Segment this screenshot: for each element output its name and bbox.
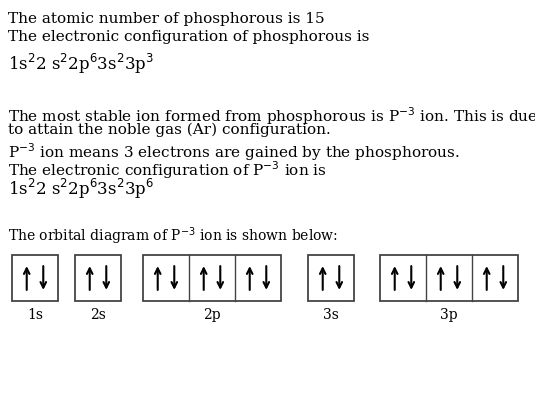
Text: 3p: 3p <box>440 308 458 322</box>
Text: The orbital diagram of P$^{-3}$ ion is shown below:: The orbital diagram of P$^{-3}$ ion is s… <box>8 225 338 247</box>
Text: 1s: 1s <box>27 308 43 322</box>
Text: The most stable ion formed from phosphorous is P$^{-3}$ ion. This is due to: The most stable ion formed from phosphor… <box>8 105 535 127</box>
Bar <box>143 255 281 301</box>
Text: P$^{-3}$ ion means 3 electrons are gained by the phosphorous.: P$^{-3}$ ion means 3 electrons are gaine… <box>8 141 460 163</box>
Text: The electronic configuration of phosphorous is: The electronic configuration of phosphor… <box>8 30 369 44</box>
Text: to attain the noble gas (Ar) configuration.: to attain the noble gas (Ar) configurati… <box>8 123 331 138</box>
Bar <box>308 255 354 301</box>
Text: 1s$^{2}$2 s$^{2}$2p$^{6}$3s$^{2}$3p$^{3}$: 1s$^{2}$2 s$^{2}$2p$^{6}$3s$^{2}$3p$^{3}… <box>8 52 154 76</box>
Text: 1s$^{2}$2 s$^{2}$2p$^{6}$3s$^{2}$3p$^{6}$: 1s$^{2}$2 s$^{2}$2p$^{6}$3s$^{2}$3p$^{6}… <box>8 177 154 201</box>
Bar <box>12 255 58 301</box>
Text: The atomic number of phosphorous is 15: The atomic number of phosphorous is 15 <box>8 12 325 26</box>
Text: 2s: 2s <box>90 308 106 322</box>
Bar <box>75 255 121 301</box>
Text: 3s: 3s <box>323 308 339 322</box>
Text: 2p: 2p <box>203 308 221 322</box>
Bar <box>380 255 518 301</box>
Text: The electronic configuration of P$^{-3}$ ion is: The electronic configuration of P$^{-3}$… <box>8 159 327 181</box>
